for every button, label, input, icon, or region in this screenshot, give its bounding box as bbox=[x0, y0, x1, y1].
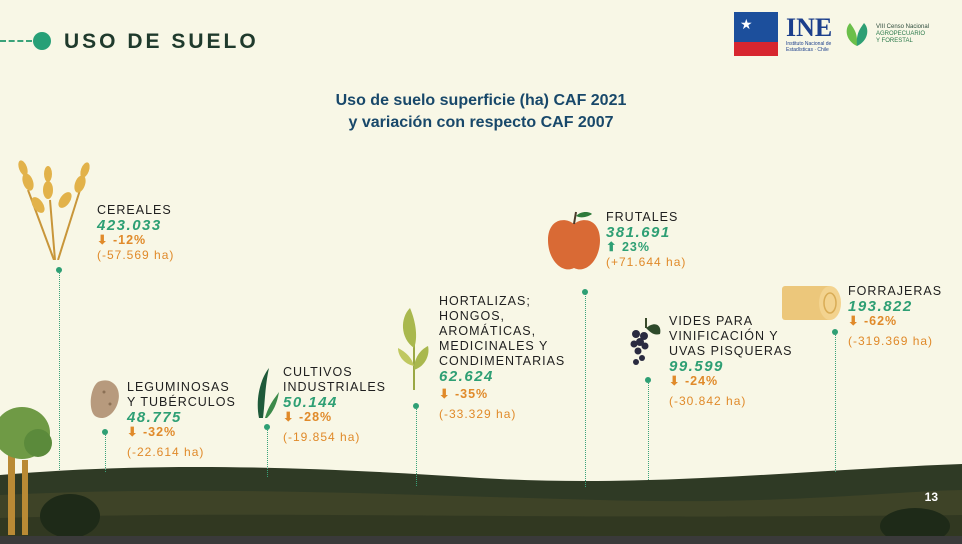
arrow-down-icon: ⬇ bbox=[848, 314, 860, 328]
category-name-line1: HORTALIZAS; bbox=[439, 294, 531, 308]
category-change: ⬇ -28% bbox=[283, 410, 386, 425]
chart-subtitle: Uso de suelo superficie (ha) CAF 2021 y … bbox=[0, 90, 962, 134]
gobierno-logo: ★ bbox=[734, 12, 778, 56]
change-text: -12% bbox=[112, 233, 147, 247]
category-name-line1: LEGUMINOSAS bbox=[127, 380, 230, 394]
category-name-line1: VIDES PARA bbox=[669, 314, 754, 328]
category-delta: (+71.644 ha) bbox=[606, 255, 687, 269]
header-bullet bbox=[33, 32, 51, 50]
page-title: USO DE SUELO bbox=[64, 30, 259, 53]
arrow-up-icon: ⬆ bbox=[606, 240, 618, 254]
category-name-line2: INDUSTRIALES bbox=[283, 380, 386, 394]
page-number: 13 bbox=[924, 490, 938, 504]
category-name-line4: MEDICINALES Y bbox=[439, 339, 549, 353]
category-value: 48.775 bbox=[127, 409, 182, 426]
tree-icon bbox=[0, 407, 52, 535]
bush-icon bbox=[40, 494, 100, 536]
pin-dot-leguminosas bbox=[102, 429, 108, 435]
change-text: -62% bbox=[863, 314, 898, 328]
category-value: 381.691 bbox=[606, 224, 671, 241]
category-change: ⬇ -24% bbox=[669, 374, 793, 389]
category-name-line2: Y TUBÉRCULOS bbox=[127, 395, 236, 409]
category-cereales: CEREALES 423.033 ⬇ -12% (-57.569 ha) bbox=[97, 203, 174, 263]
apple-icon bbox=[548, 211, 600, 270]
category-hortalizas: HORTALIZAS; HONGOS, AROMÁTICAS, MEDICINA… bbox=[439, 294, 565, 422]
ine-logo-sub: Instituto Nacional de Estadísticas · Chi… bbox=[786, 41, 832, 53]
censo-line1: VIII Censo Nacional bbox=[876, 23, 930, 30]
censo-line3: Y FORESTAL bbox=[876, 37, 913, 44]
category-delta: (-30.842 ha) bbox=[669, 394, 747, 408]
category-delta: (-19.854 ha) bbox=[283, 430, 361, 444]
category-forrajeras: FORRAJERAS 193.822 ⬇ -62% (-319.369 ha) bbox=[848, 284, 942, 349]
bush-right-icon bbox=[880, 508, 950, 536]
change-text: -24% bbox=[684, 374, 719, 388]
hay-bale-icon bbox=[782, 286, 841, 320]
category-name: FORRAJERAS bbox=[848, 284, 943, 298]
category-value: 193.822 bbox=[848, 298, 913, 315]
ine-logo-text: INE bbox=[786, 13, 833, 42]
header-dotted-line bbox=[0, 40, 32, 42]
pin-line-forrajeras bbox=[835, 332, 836, 472]
subtitle-line2: y variación con respecto CAF 2007 bbox=[348, 114, 614, 131]
arrow-down-icon: ⬇ bbox=[439, 387, 451, 401]
category-name-line1: CULTIVOS bbox=[283, 365, 353, 379]
category-change: ⬇ -62% bbox=[848, 314, 942, 329]
category-value: 50.144 bbox=[283, 394, 338, 411]
category-delta: (-22.614 ha) bbox=[127, 445, 205, 459]
category-value: 423.033 bbox=[97, 217, 162, 234]
potato-icon bbox=[90, 380, 119, 419]
change-text: -32% bbox=[142, 425, 177, 439]
pin-dot-frutales bbox=[582, 289, 588, 295]
pin-dot-cultivos bbox=[264, 424, 270, 430]
category-change: ⬇ -32% bbox=[127, 425, 236, 440]
category-delta: (-57.569 ha) bbox=[97, 248, 175, 262]
category-cultivos: CULTIVOS INDUSTRIALES 50.144 ⬇ -28% (-19… bbox=[283, 365, 386, 445]
subtitle-line1: Uso de suelo superficie (ha) CAF 2021 bbox=[335, 92, 627, 109]
censo-line2: AGROPECUARIO bbox=[876, 30, 926, 37]
ine-logo: INE Instituto Nacional de Estadísticas ·… bbox=[786, 13, 834, 54]
pin-line-hortalizas bbox=[416, 406, 417, 486]
change-text: -35% bbox=[454, 387, 489, 401]
arrow-down-icon: ⬇ bbox=[283, 410, 295, 424]
change-text: -28% bbox=[298, 410, 333, 424]
category-name-line2: HONGOS, bbox=[439, 309, 506, 323]
arrow-down-icon: ⬇ bbox=[97, 233, 109, 247]
pin-line-vides bbox=[648, 380, 649, 480]
arrow-down-icon: ⬇ bbox=[127, 425, 139, 439]
category-name-line3: UVAS PISQUERAS bbox=[669, 344, 793, 358]
category-vides: VIDES PARA VINIFICACIÓN Y UVAS PISQUERAS… bbox=[669, 314, 793, 409]
pin-line-cultivos bbox=[267, 427, 268, 477]
pin-dot-hortalizas bbox=[413, 403, 419, 409]
category-name-line5: CONDIMENTARIAS bbox=[439, 354, 566, 368]
pin-dot-cereales bbox=[56, 267, 62, 273]
category-change: ⬇ -35% bbox=[439, 387, 565, 402]
pin-dot-vides bbox=[645, 377, 651, 383]
category-delta: (-319.369 ha) bbox=[848, 334, 934, 348]
logos: ★ INE Instituto Nacional de Estadísticas… bbox=[734, 12, 940, 56]
censo-logo: VIII Censo Nacional AGROPECUARIO Y FORES… bbox=[842, 19, 940, 49]
category-change: ⬆ 23% bbox=[606, 240, 686, 255]
wheat-icon bbox=[18, 160, 90, 260]
category-value: 99.599 bbox=[669, 358, 724, 375]
pin-line-cereales bbox=[59, 270, 60, 470]
pin-line-leguminosas bbox=[105, 432, 106, 472]
change-text: 23% bbox=[621, 240, 650, 254]
pin-dot-forrajeras bbox=[832, 329, 838, 335]
grapes-icon bbox=[630, 318, 661, 365]
category-name-line3: AROMÁTICAS, bbox=[439, 324, 537, 338]
category-name-line2: VINIFICACIÓN Y bbox=[669, 329, 779, 343]
arrow-down-icon: ⬇ bbox=[669, 374, 681, 388]
category-frutales: FRUTALES 381.691 ⬆ 23% (+71.644 ha) bbox=[606, 210, 686, 270]
category-delta: (-33.329 ha) bbox=[439, 407, 517, 421]
sprout-icon bbox=[398, 308, 429, 390]
category-change: ⬇ -12% bbox=[97, 233, 174, 248]
censo-leaf-icon bbox=[846, 23, 868, 46]
leaf-icon bbox=[257, 368, 279, 418]
category-name: FRUTALES bbox=[606, 210, 679, 224]
category-leguminosas: LEGUMINOSAS Y TUBÉRCULOS 48.775 ⬇ -32% (… bbox=[127, 380, 236, 460]
ground-landscape bbox=[0, 464, 962, 544]
category-name: CEREALES bbox=[97, 203, 172, 217]
pin-line-frutales bbox=[585, 292, 586, 487]
category-value: 62.624 bbox=[439, 368, 494, 385]
